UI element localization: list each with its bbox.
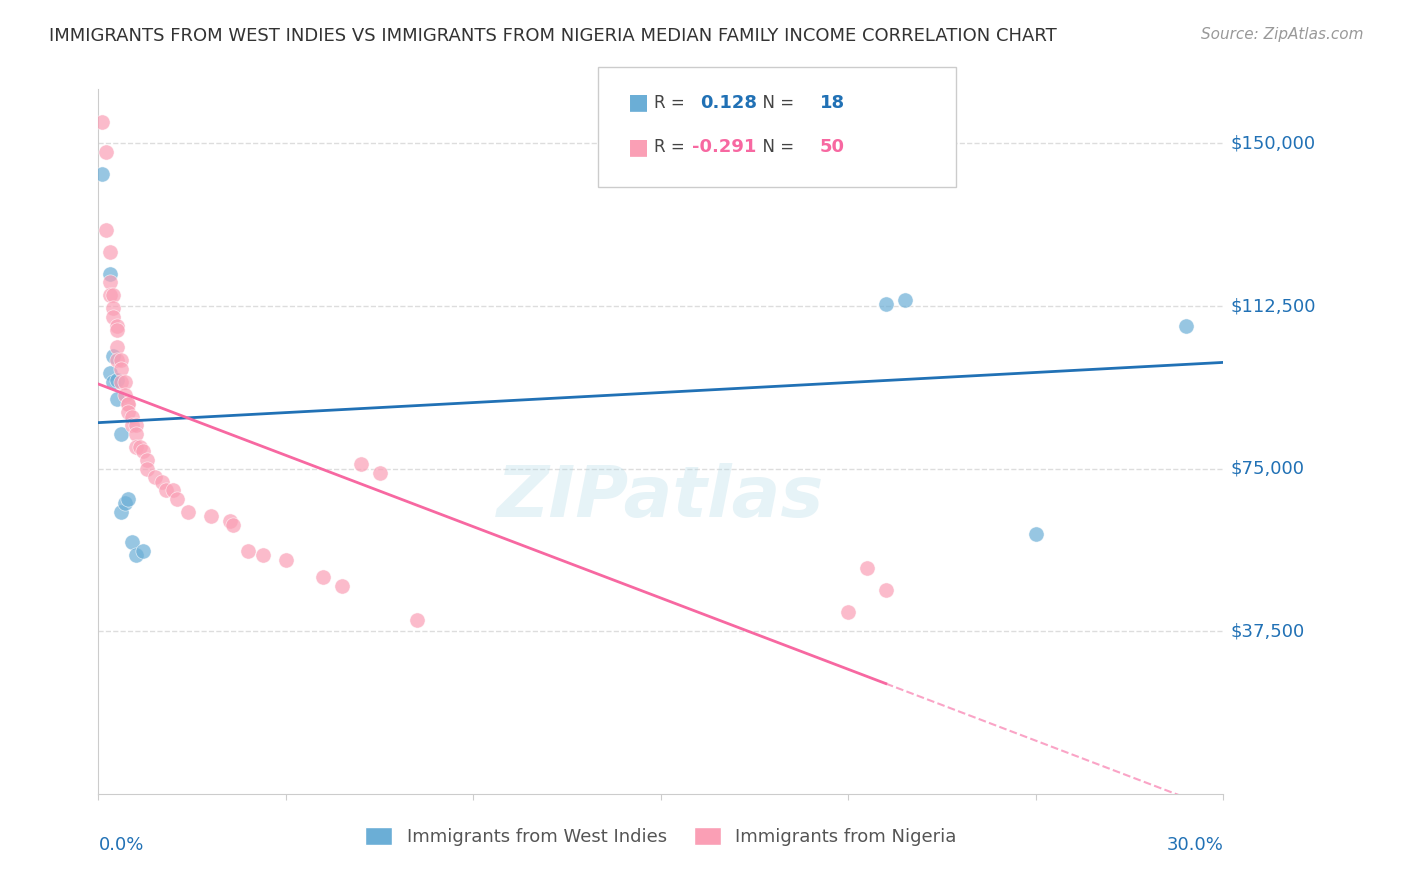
Point [143,470,166,484]
Text: R =: R = [654,138,690,156]
Point [98,275,121,289]
Text: N =: N = [752,138,800,156]
Point [128,440,150,454]
Point [406,614,429,628]
Text: $112,500: $112,500 [1230,297,1316,315]
Point [105,323,128,337]
Point [110,375,132,389]
Point [110,353,132,368]
Point [117,396,139,410]
Text: ZIPatlas: ZIPatlas [498,464,824,533]
Text: 0.128: 0.128 [700,94,758,112]
Point [105,318,128,333]
Point [105,353,128,368]
Point [105,373,128,387]
Point [312,570,335,584]
Point [875,297,897,311]
Point [155,483,177,498]
Point [103,288,125,302]
Text: $75,000: $75,000 [1230,459,1305,477]
Point [98,288,121,302]
Point [252,549,274,563]
Text: R =: R = [654,94,690,112]
Point [330,579,353,593]
Point [166,491,188,506]
Point [368,466,391,480]
Point [110,362,132,376]
Point [125,549,148,563]
Text: 18: 18 [820,94,845,112]
Text: 30.0%: 30.0% [1167,836,1223,855]
Point [121,535,143,549]
Point [222,518,245,533]
Text: IMMIGRANTS FROM WEST INDIES VS IMMIGRANTS FROM NIGERIA MEDIAN FAMILY INCOME CORR: IMMIGRANTS FROM WEST INDIES VS IMMIGRANT… [49,27,1057,45]
Point [105,392,128,407]
Point [121,418,143,433]
Point [103,301,125,316]
Point [218,514,240,528]
Point [274,552,297,566]
Point [110,426,132,441]
Point [856,561,879,575]
Point [110,505,132,519]
Point [117,405,139,419]
Point [125,426,148,441]
Point [350,458,373,472]
Point [200,509,222,524]
Point [837,605,859,619]
Point [150,475,173,489]
Point [136,453,159,467]
Point [91,114,114,128]
Point [98,366,121,380]
Text: N =: N = [752,94,800,112]
Text: 50: 50 [820,138,845,156]
Point [136,461,159,475]
Point [103,349,125,363]
Point [125,418,148,433]
Text: 0.0%: 0.0% [98,836,143,855]
Point [177,505,200,519]
Point [125,440,148,454]
Point [105,340,128,354]
Text: $150,000: $150,000 [1230,135,1316,153]
Point [94,145,117,159]
Point [94,223,117,237]
Point [114,496,136,510]
Text: -0.291: -0.291 [692,138,756,156]
Point [121,409,143,424]
Point [98,244,121,259]
Text: Source: ZipAtlas.com: Source: ZipAtlas.com [1201,27,1364,42]
Point [238,544,260,558]
Point [162,483,184,498]
Point [114,388,136,402]
Point [117,491,139,506]
Point [98,267,121,281]
Point [1174,318,1197,333]
Point [875,583,897,598]
Legend: Immigrants from West Indies, Immigrants from Nigeria: Immigrants from West Indies, Immigrants … [356,818,966,855]
Point [132,444,155,458]
Point [1025,526,1047,541]
Point [132,544,155,558]
Text: ■: ■ [628,137,650,157]
Point [117,396,139,410]
Text: $37,500: $37,500 [1230,623,1305,640]
Point [893,293,915,307]
Point [103,310,125,324]
Text: ■: ■ [628,93,650,112]
Point [114,375,136,389]
Point [91,167,114,181]
Point [103,375,125,389]
